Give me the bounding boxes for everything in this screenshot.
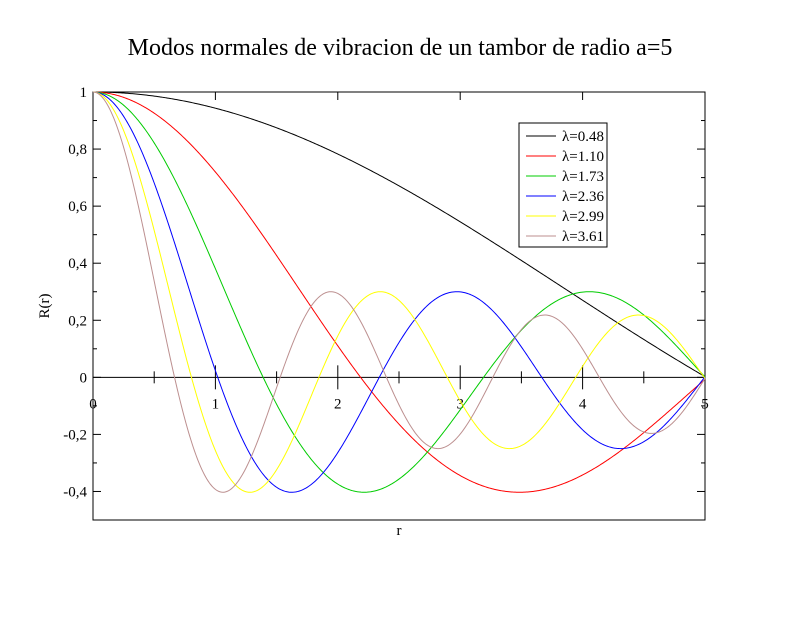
series-line [92,91,706,493]
x-tick-label: 5 [701,396,709,412]
series-line [92,91,706,493]
plot-frame [92,91,706,521]
legend-label: λ=1.10 [562,149,604,165]
y-tick-label: 1 [80,85,88,101]
x-tick-label: 4 [579,396,587,412]
series-line [93,91,706,378]
zero-axis [93,371,705,384]
legend-label: λ=2.36 [562,189,604,205]
y-tick-label: 0 [80,370,88,386]
series-line [92,91,706,493]
x-axis-label: r [397,523,402,539]
x-tick-label: 2 [334,396,342,412]
series-lines [92,91,706,493]
y-tick-label: -0,4 [63,484,87,500]
legend: λ=0.48 λ=1.10 λ=1.73 λ=2.36 λ=2.99 λ=3.61 [518,122,608,248]
y-ticks: 10,80,60,40,20-0,2-0,4 [63,85,705,500]
legend-label: λ=3.61 [562,229,604,245]
y-tick-label: 0,4 [68,256,87,272]
series-line [92,91,706,493]
x-ticks: 0 1 2 3 4 5 [89,92,709,412]
x-tick-label: 0 [89,396,97,412]
x-tick-label: 3 [456,396,464,412]
chart-title: Modos normales de vibracion de un tambor… [128,35,673,61]
legend-label: λ=0.48 [562,129,604,145]
legend-label: λ=2.99 [562,209,604,225]
legend-label: λ=1.73 [562,169,604,185]
series-line [92,91,706,493]
y-axis-label: R(r) [37,294,53,319]
y-tick-label: 0,8 [68,142,87,158]
x-tick-label: 1 [212,396,220,412]
legend-box [518,122,608,248]
y-tick-label: 0,2 [68,313,87,329]
y-tick-label: 0,6 [68,199,87,215]
y-tick-label: -0,2 [63,427,87,443]
